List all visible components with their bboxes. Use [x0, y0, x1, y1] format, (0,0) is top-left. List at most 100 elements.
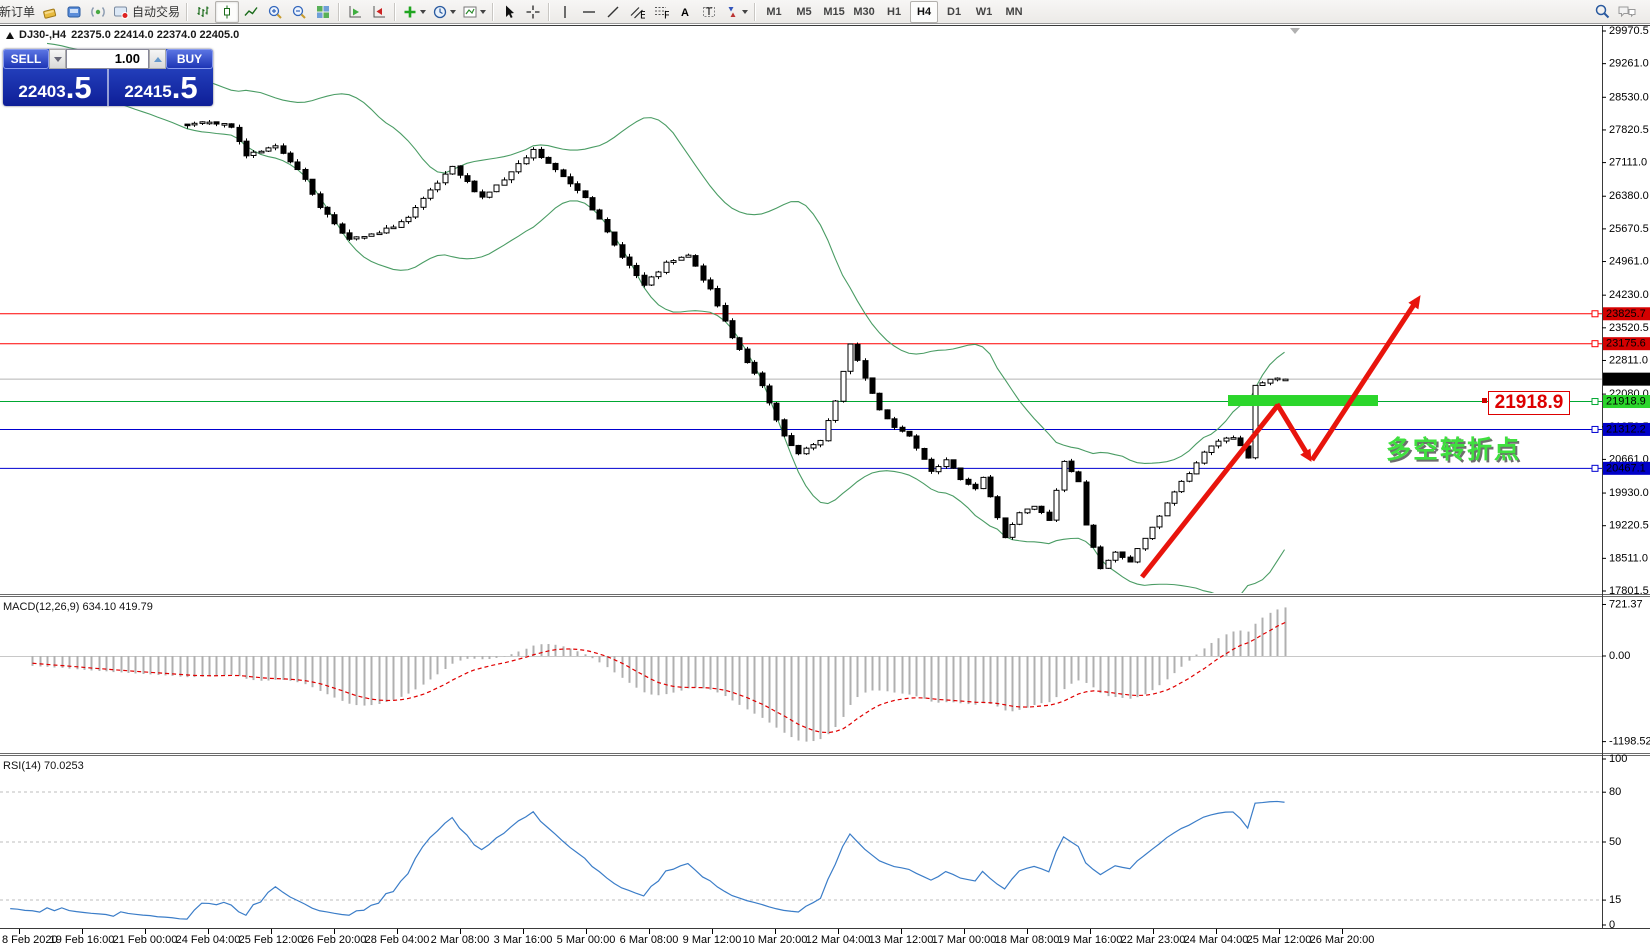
- new-order-button[interactable]: 新订单: [0, 1, 38, 23]
- cursor-icon: [506, 5, 515, 18]
- svg-text:12 Mar 04:00: 12 Mar 04:00: [806, 934, 871, 946]
- svg-text:19 Feb 16:00: 19 Feb 16:00: [50, 934, 115, 946]
- community-chat-button[interactable]: [1614, 1, 1640, 23]
- price-callout-box[interactable]: 21918.9: [1488, 391, 1570, 415]
- sell-price-main: 22403: [18, 82, 66, 101]
- svg-text:27820.5: 27820.5: [1609, 124, 1649, 136]
- arrowhead-down: [1300, 448, 1312, 462]
- svg-text:26 Mar 20:00: 26 Mar 20:00: [1310, 934, 1375, 946]
- profile-button[interactable]: [62, 1, 86, 23]
- green-zone-bar[interactable]: [1228, 395, 1378, 407]
- svg-text:3 Mar 16:00: 3 Mar 16:00: [494, 934, 553, 946]
- toolbar: 新订单 自动交易: [0, 0, 1650, 24]
- volume-increase-button[interactable]: [149, 49, 166, 69]
- chevron-down-icon: [480, 9, 487, 14]
- svg-text:F: F: [664, 9, 669, 20]
- zoom-in-button[interactable]: [263, 1, 287, 23]
- price-divider: [107, 69, 109, 106]
- fibonacci-button[interactable]: F: [649, 1, 673, 23]
- chart-canvas[interactable]: 29970.5 29261.0 28530.0 27820.5 27111.0 26380…: [0, 24, 1650, 948]
- tile-windows-icon: [317, 5, 330, 18]
- volume-input[interactable]: 1.00: [66, 49, 149, 69]
- auto-trading-icon: [114, 6, 129, 19]
- search-icon: [1595, 4, 1609, 19]
- candlestick-chart-button[interactable]: [215, 0, 240, 23]
- svg-text:19930.0: 19930.0: [1609, 487, 1649, 499]
- timeframe-MN[interactable]: MN: [1005, 5, 1023, 18]
- arrow-up-icon: [153, 56, 162, 62]
- svg-text:23175.6: 23175.6: [1606, 338, 1646, 350]
- history-center-button[interactable]: [38, 1, 62, 23]
- gold-book-icon: [43, 8, 57, 19]
- timeframe-M5[interactable]: M5: [796, 5, 812, 18]
- cursor-button[interactable]: [497, 1, 521, 23]
- equidistant-channel-icon: E: [630, 6, 645, 20]
- vertical-line-button[interactable]: [553, 1, 577, 23]
- arrow-down-icon: [53, 56, 62, 62]
- svg-text:28530.0: 28530.0: [1609, 91, 1649, 103]
- sell-price[interactable]: 22403.5: [3, 69, 107, 106]
- template-icon: [463, 6, 477, 17]
- buy-price-main: 22415: [124, 82, 172, 101]
- auto-scroll-button[interactable]: [343, 1, 367, 23]
- trendline-button[interactable]: [601, 1, 625, 23]
- text-label-button[interactable]: T: [697, 1, 721, 23]
- price-marker: [1603, 372, 1650, 386]
- rsi-line: [10, 800, 1285, 920]
- search-button[interactable]: [1590, 1, 1614, 23]
- svg-text:21918.9: 21918.9: [1606, 396, 1646, 408]
- channel-button[interactable]: E: [625, 1, 649, 23]
- periods-button[interactable]: [429, 1, 459, 23]
- line-chart-button[interactable]: [239, 1, 263, 23]
- timeframe-M15[interactable]: M15: [823, 5, 845, 18]
- svg-text:29261.0: 29261.0: [1609, 58, 1649, 70]
- svg-text:22405.0: 22405.0: [1606, 373, 1646, 385]
- crosshair-button[interactable]: [521, 1, 545, 23]
- toolbar-separator: [548, 2, 551, 21]
- horizontal-line-button[interactable]: [577, 1, 601, 23]
- tile-windows-button[interactable]: [311, 1, 335, 23]
- timeframe-M1[interactable]: M1: [766, 5, 782, 18]
- svg-text:100: 100: [1609, 753, 1627, 765]
- svg-text:24961.0: 24961.0: [1609, 256, 1649, 268]
- svg-text:18 Mar 08:00: 18 Mar 08:00: [995, 934, 1060, 946]
- buy-price[interactable]: 22415.5: [109, 69, 213, 106]
- volume-decrease-button[interactable]: [49, 49, 66, 69]
- fibonacci-icon: F: [655, 6, 669, 20]
- vertical-line-icon: [564, 5, 566, 18]
- svg-text:21 Feb 00:00: 21 Feb 00:00: [113, 934, 178, 946]
- svg-text:E: E: [640, 9, 645, 20]
- timeframe-D1[interactable]: D1: [947, 5, 962, 18]
- toolbar-separator: [754, 2, 757, 21]
- svg-text:17 Mar 00:00: 17 Mar 00:00: [932, 934, 997, 946]
- arrows-button[interactable]: [721, 1, 751, 23]
- timeframe-H1[interactable]: H1: [887, 5, 902, 18]
- indicators-plus-icon: [404, 6, 416, 17]
- auto-trading-button[interactable]: 自动交易: [110, 1, 183, 23]
- sell-button[interactable]: SELL: [3, 49, 49, 69]
- signals-button[interactable]: [86, 1, 110, 23]
- chart-shift-button[interactable]: [367, 1, 391, 23]
- arrow-objects-icon: [728, 6, 736, 17]
- svg-text:18511.0: 18511.0: [1609, 552, 1648, 564]
- timeframe-group: M1 M5 M15 M30 H1 H4 D1 W1 MN: [759, 0, 1029, 23]
- svg-text:17801.5: 17801.5: [1609, 585, 1649, 597]
- turning-point-note[interactable]: 多空转折点: [1386, 436, 1522, 464]
- buy-button[interactable]: BUY: [166, 49, 213, 69]
- price-marker: [1603, 422, 1650, 436]
- auto-scroll-icon: [349, 5, 362, 17]
- text-button[interactable]: A: [673, 1, 697, 23]
- bar-chart-button[interactable]: [191, 1, 215, 23]
- toolbar-separator: [186, 2, 189, 21]
- indicators-button[interactable]: [399, 1, 429, 23]
- candles-group: [184, 120, 1289, 570]
- signal-icon: [91, 6, 105, 17]
- crosshair-icon: [526, 5, 540, 18]
- timeframe-W1[interactable]: W1: [975, 5, 993, 18]
- svg-text:6 Mar 08:00: 6 Mar 08:00: [620, 934, 679, 946]
- templates-button[interactable]: [459, 1, 489, 23]
- chevron-down-icon: [742, 9, 749, 14]
- timeframe-H4[interactable]: H4: [910, 0, 939, 23]
- timeframe-M30[interactable]: M30: [853, 5, 875, 18]
- zoom-out-button[interactable]: [287, 1, 311, 23]
